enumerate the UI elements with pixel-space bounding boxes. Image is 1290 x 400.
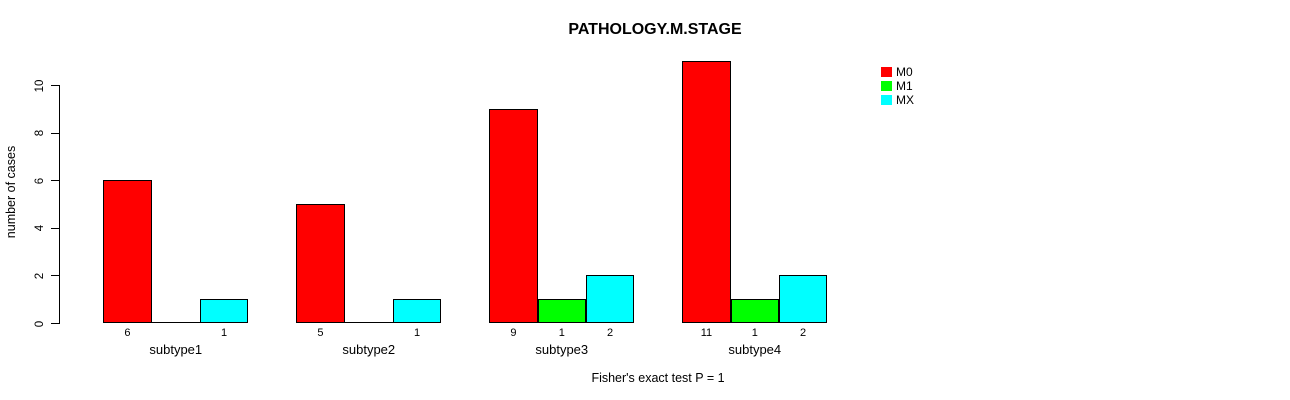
bar-mx-subtype3 — [585, 275, 635, 323]
y-tick-mark — [51, 227, 59, 229]
y-tick-label: 8 — [34, 129, 46, 137]
bar-mx-subtype1 — [199, 299, 249, 323]
legend-swatch-mx — [881, 94, 892, 105]
bar-value-label: 5 — [317, 327, 324, 339]
bar-value-label: 11 — [700, 327, 713, 339]
bar-mx-subtype4 — [778, 275, 828, 323]
bar-value-label: 6 — [124, 327, 131, 339]
bar-m0-subtype2 — [296, 204, 345, 323]
y-tick-mark — [51, 275, 59, 277]
y-tick-mark — [51, 323, 59, 324]
category-label-subtype3: subtype3 — [535, 342, 589, 357]
y-tick-label: 4 — [34, 225, 46, 232]
y-tick-label: 6 — [34, 177, 46, 184]
category-label-subtype4: subtype4 — [728, 342, 782, 357]
y-axis-line — [59, 85, 60, 324]
bar-m1-subtype1-zero — [151, 322, 200, 323]
y-tick-mark — [51, 180, 59, 182]
y-tick-label: 0 — [34, 320, 46, 327]
bar-value-label: 2 — [799, 327, 807, 339]
bar-m0-subtype4 — [682, 61, 731, 323]
legend-label-m1: M1 — [896, 78, 913, 93]
bar-value-label: 1 — [220, 327, 228, 339]
bar-m0-subtype1 — [103, 180, 152, 323]
legend-label-m0: M0 — [896, 65, 913, 79]
bar-value-label: 1 — [558, 327, 565, 339]
category-label-subtype1: subtype1 — [149, 342, 203, 357]
y-tick-mark — [51, 132, 59, 134]
bar-mx-subtype2 — [392, 299, 442, 323]
bar-value-label: 1 — [751, 327, 758, 339]
chart-title: PATHOLOGY.M.STAGE — [568, 21, 742, 38]
legend-swatch-m0 — [881, 67, 892, 77]
bar-value-label: 9 — [510, 327, 517, 339]
bar-value-label: 1 — [413, 327, 421, 339]
legend-label-mx: MX — [896, 92, 914, 107]
y-tick-mark — [51, 85, 59, 86]
category-label-subtype2: subtype2 — [342, 342, 396, 357]
legend-swatch-m1 — [881, 80, 892, 91]
bar-value-label: 2 — [606, 327, 614, 339]
bar-m1-subtype4 — [730, 299, 779, 323]
y-axis-label: number of cases — [4, 145, 18, 239]
bar-m0-subtype3 — [489, 108, 538, 323]
bar-m1-subtype3 — [537, 299, 586, 323]
fishers-test-caption: Fisher's exact test P = 1 — [591, 371, 725, 385]
bar-m1-subtype2-zero — [344, 322, 393, 323]
y-tick-label: 2 — [34, 272, 46, 280]
y-tick-label: 10 — [34, 79, 46, 92]
